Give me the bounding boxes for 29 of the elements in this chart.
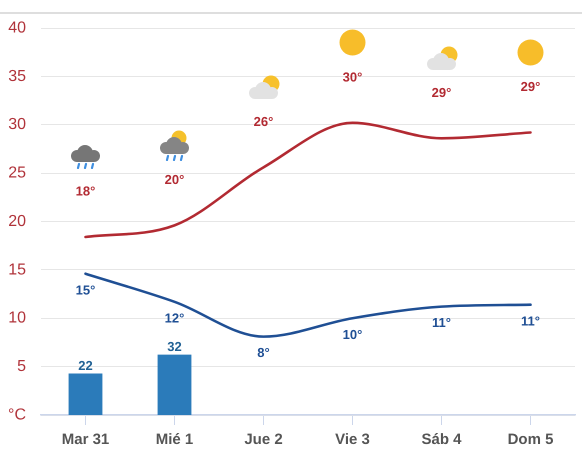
data-label: 12° (164, 310, 184, 326)
data-label: 29° (520, 79, 540, 94)
data-label: 10° (342, 326, 362, 342)
data-label: 22 (78, 358, 93, 374)
data-label: 20° (164, 172, 184, 187)
data-label: 15° (76, 282, 96, 298)
data-label: 18° (76, 184, 96, 199)
data-label: 26° (254, 114, 274, 129)
x-tick-label: Vie 3 (335, 431, 370, 448)
data-label: 11° (432, 315, 451, 330)
x-tick-label: Sáb 4 (421, 431, 462, 448)
y-tick-label: 15 (8, 261, 26, 278)
x-tick-label: Dom 5 (508, 431, 554, 448)
y-tick-label: 25 (8, 164, 26, 182)
y-tick-label: °C (8, 406, 26, 424)
data-label: 8° (257, 345, 270, 360)
y-tick-label: 5 (17, 358, 26, 376)
y-tick-label: 30 (8, 116, 26, 134)
data-label: 30° (342, 69, 362, 84)
y-tick-label: 35 (8, 68, 26, 85)
x-tick-label: Mié 1 (156, 431, 194, 448)
y-tick-label: 20 (8, 212, 26, 230)
data-label: 11° (521, 313, 540, 328)
data-label: 29° (432, 84, 452, 100)
y-tick-label: 10 (8, 310, 26, 327)
data-label: 32 (167, 339, 182, 354)
x-tick-label: Mar 31 (62, 431, 110, 448)
x-tick-label: Jue 2 (244, 431, 283, 448)
y-tick-label: 40 (8, 19, 26, 36)
